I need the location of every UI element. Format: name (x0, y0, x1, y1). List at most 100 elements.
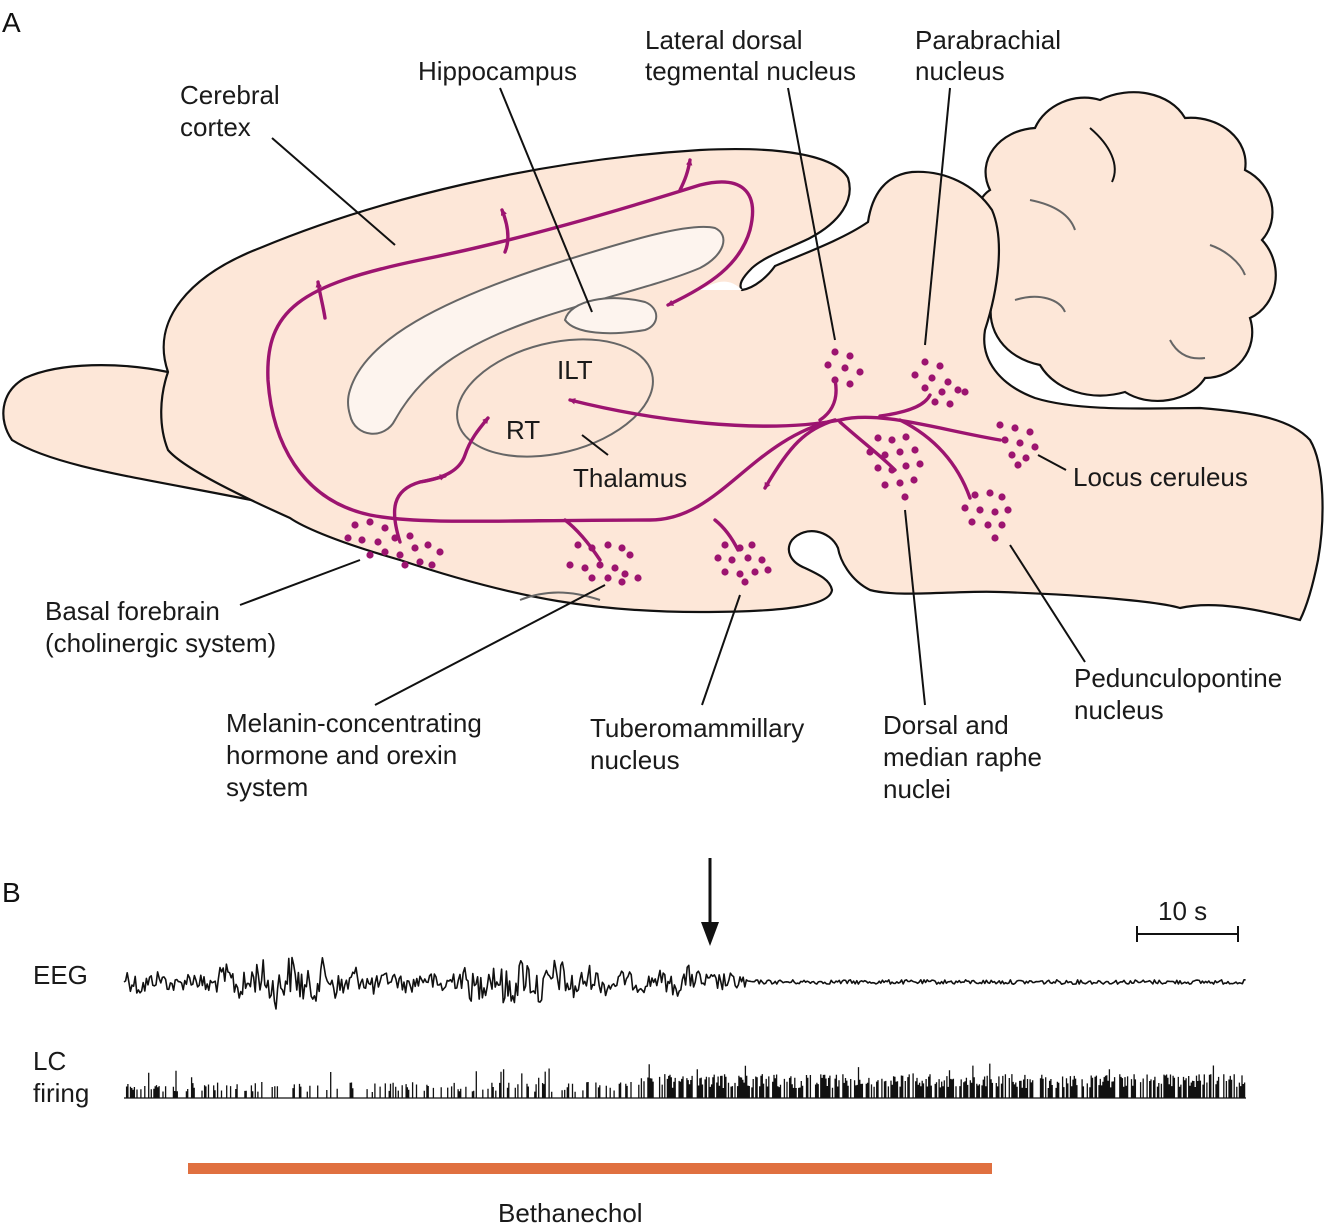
pituitary-line (519, 591, 601, 601)
cortex-branch-3 (678, 158, 693, 192)
basal-forebrain-cluster (344, 518, 444, 569)
neuron-dot (1026, 428, 1034, 436)
label-ldt-1: Lateral dorsal (645, 25, 803, 55)
label-tmn-2: nucleus (590, 745, 680, 775)
neuron-dot (344, 534, 352, 542)
neuron-dot (996, 421, 1004, 429)
pathways (266, 158, 1002, 562)
neuron-dot (896, 448, 904, 456)
label-pb-2: nucleus (915, 56, 1005, 86)
neuron-dot (748, 541, 756, 549)
neuron-dot (936, 362, 944, 370)
neuron-dot (1014, 461, 1022, 469)
thalamus-outline (456, 338, 654, 458)
cerebellum-fold (1169, 339, 1206, 360)
neuron-dot (888, 436, 896, 444)
neuron-dot (428, 561, 436, 569)
leader-lines (239, 87, 1086, 706)
neuron-dot (618, 578, 626, 586)
neuron-dot (856, 368, 864, 376)
cortical-pathway (266, 180, 837, 523)
neuron-dot (938, 388, 946, 396)
neuron-dot (1022, 454, 1030, 462)
lc-leader (1037, 454, 1067, 471)
mch-stem (563, 518, 602, 562)
ppn-leader (1009, 544, 1086, 663)
bethanechol-bar (188, 1163, 992, 1174)
neuron-dot (831, 376, 839, 384)
label-mch-2: hormone and orexin (226, 740, 457, 770)
tmn-leader (701, 594, 741, 706)
label-thalamus: Thalamus (573, 463, 687, 493)
neuron-dot (736, 570, 744, 578)
neuron-dot (921, 384, 929, 392)
neuron-dot (991, 508, 999, 516)
label-rt: RT (506, 415, 540, 445)
neuron-dot (751, 568, 759, 576)
neuron-dot (588, 574, 596, 582)
hippocampus-leader (499, 87, 593, 313)
neuron-dot (381, 548, 389, 556)
neuron-dot (866, 448, 874, 456)
hippocampus-shape (563, 297, 658, 335)
lc-label-1: LC (33, 1046, 66, 1076)
ldt-stem (818, 378, 838, 422)
cerebellum-fold (1089, 127, 1116, 183)
neuron-dot (911, 446, 919, 454)
neuron-dot (358, 536, 366, 544)
neuron-dot (381, 524, 389, 532)
neuron-dot (928, 374, 936, 382)
neuron-dot (436, 548, 444, 556)
neuron-dot (736, 544, 744, 552)
neuron-dot (411, 544, 419, 552)
neuron-dot (846, 380, 854, 388)
neuron-dot (888, 466, 896, 474)
neuron-dot (961, 388, 969, 396)
panel-a-letter: A (2, 7, 21, 38)
neuron-dot (841, 364, 849, 372)
tmn-stem (713, 518, 740, 552)
raphe-stem (838, 420, 897, 472)
injection-arrow-icon (701, 922, 719, 946)
ldt-leader (787, 87, 836, 341)
neuron-dot (902, 433, 910, 441)
cortex-branch-1 (315, 280, 327, 320)
neuron-dot (881, 451, 889, 459)
neuron-dot (351, 521, 359, 529)
neuron-dot (971, 491, 979, 499)
fissure-gap (700, 281, 742, 290)
neuron-dot (902, 462, 910, 470)
neuron-dot (846, 352, 854, 360)
neuron-dot (874, 464, 882, 472)
neuron-dot (881, 481, 889, 489)
bethanechol-label: Bethanechol (498, 1198, 643, 1228)
neuron-dot (831, 348, 839, 356)
neuron-dot (954, 386, 962, 394)
neuron-dot (566, 561, 574, 569)
bf-arrow-branch (418, 474, 447, 484)
lc-firing-trace (124, 1063, 1246, 1099)
neuron-dot (744, 554, 752, 562)
neuron-dot (921, 358, 929, 366)
label-raphe-2: median raphe (883, 742, 1042, 772)
corpus-callosum (347, 225, 725, 435)
ppn-stem (898, 418, 972, 500)
neuron-dot (944, 378, 952, 386)
neuron-dot (764, 566, 772, 574)
scale-bar-label: 10 s (1158, 896, 1207, 926)
label-mch-1: Melanin-concentrating (226, 708, 482, 738)
neuron-dot (634, 574, 642, 582)
parabrachial-cluster (911, 358, 969, 408)
neuron-dot (424, 541, 432, 549)
neuron-dot (611, 564, 619, 572)
mch-leader (374, 584, 606, 706)
neuron-dot (714, 554, 722, 562)
neuron-dot (758, 556, 766, 564)
thalamus-leader (581, 434, 609, 456)
neuron-dot (366, 551, 374, 559)
label-cerebral-cortex-1: Cerebral (180, 80, 280, 110)
neuron-dot (596, 561, 604, 569)
neuron-dot (604, 574, 612, 582)
neuron-dot (824, 361, 832, 369)
neuron-dot (366, 518, 374, 526)
